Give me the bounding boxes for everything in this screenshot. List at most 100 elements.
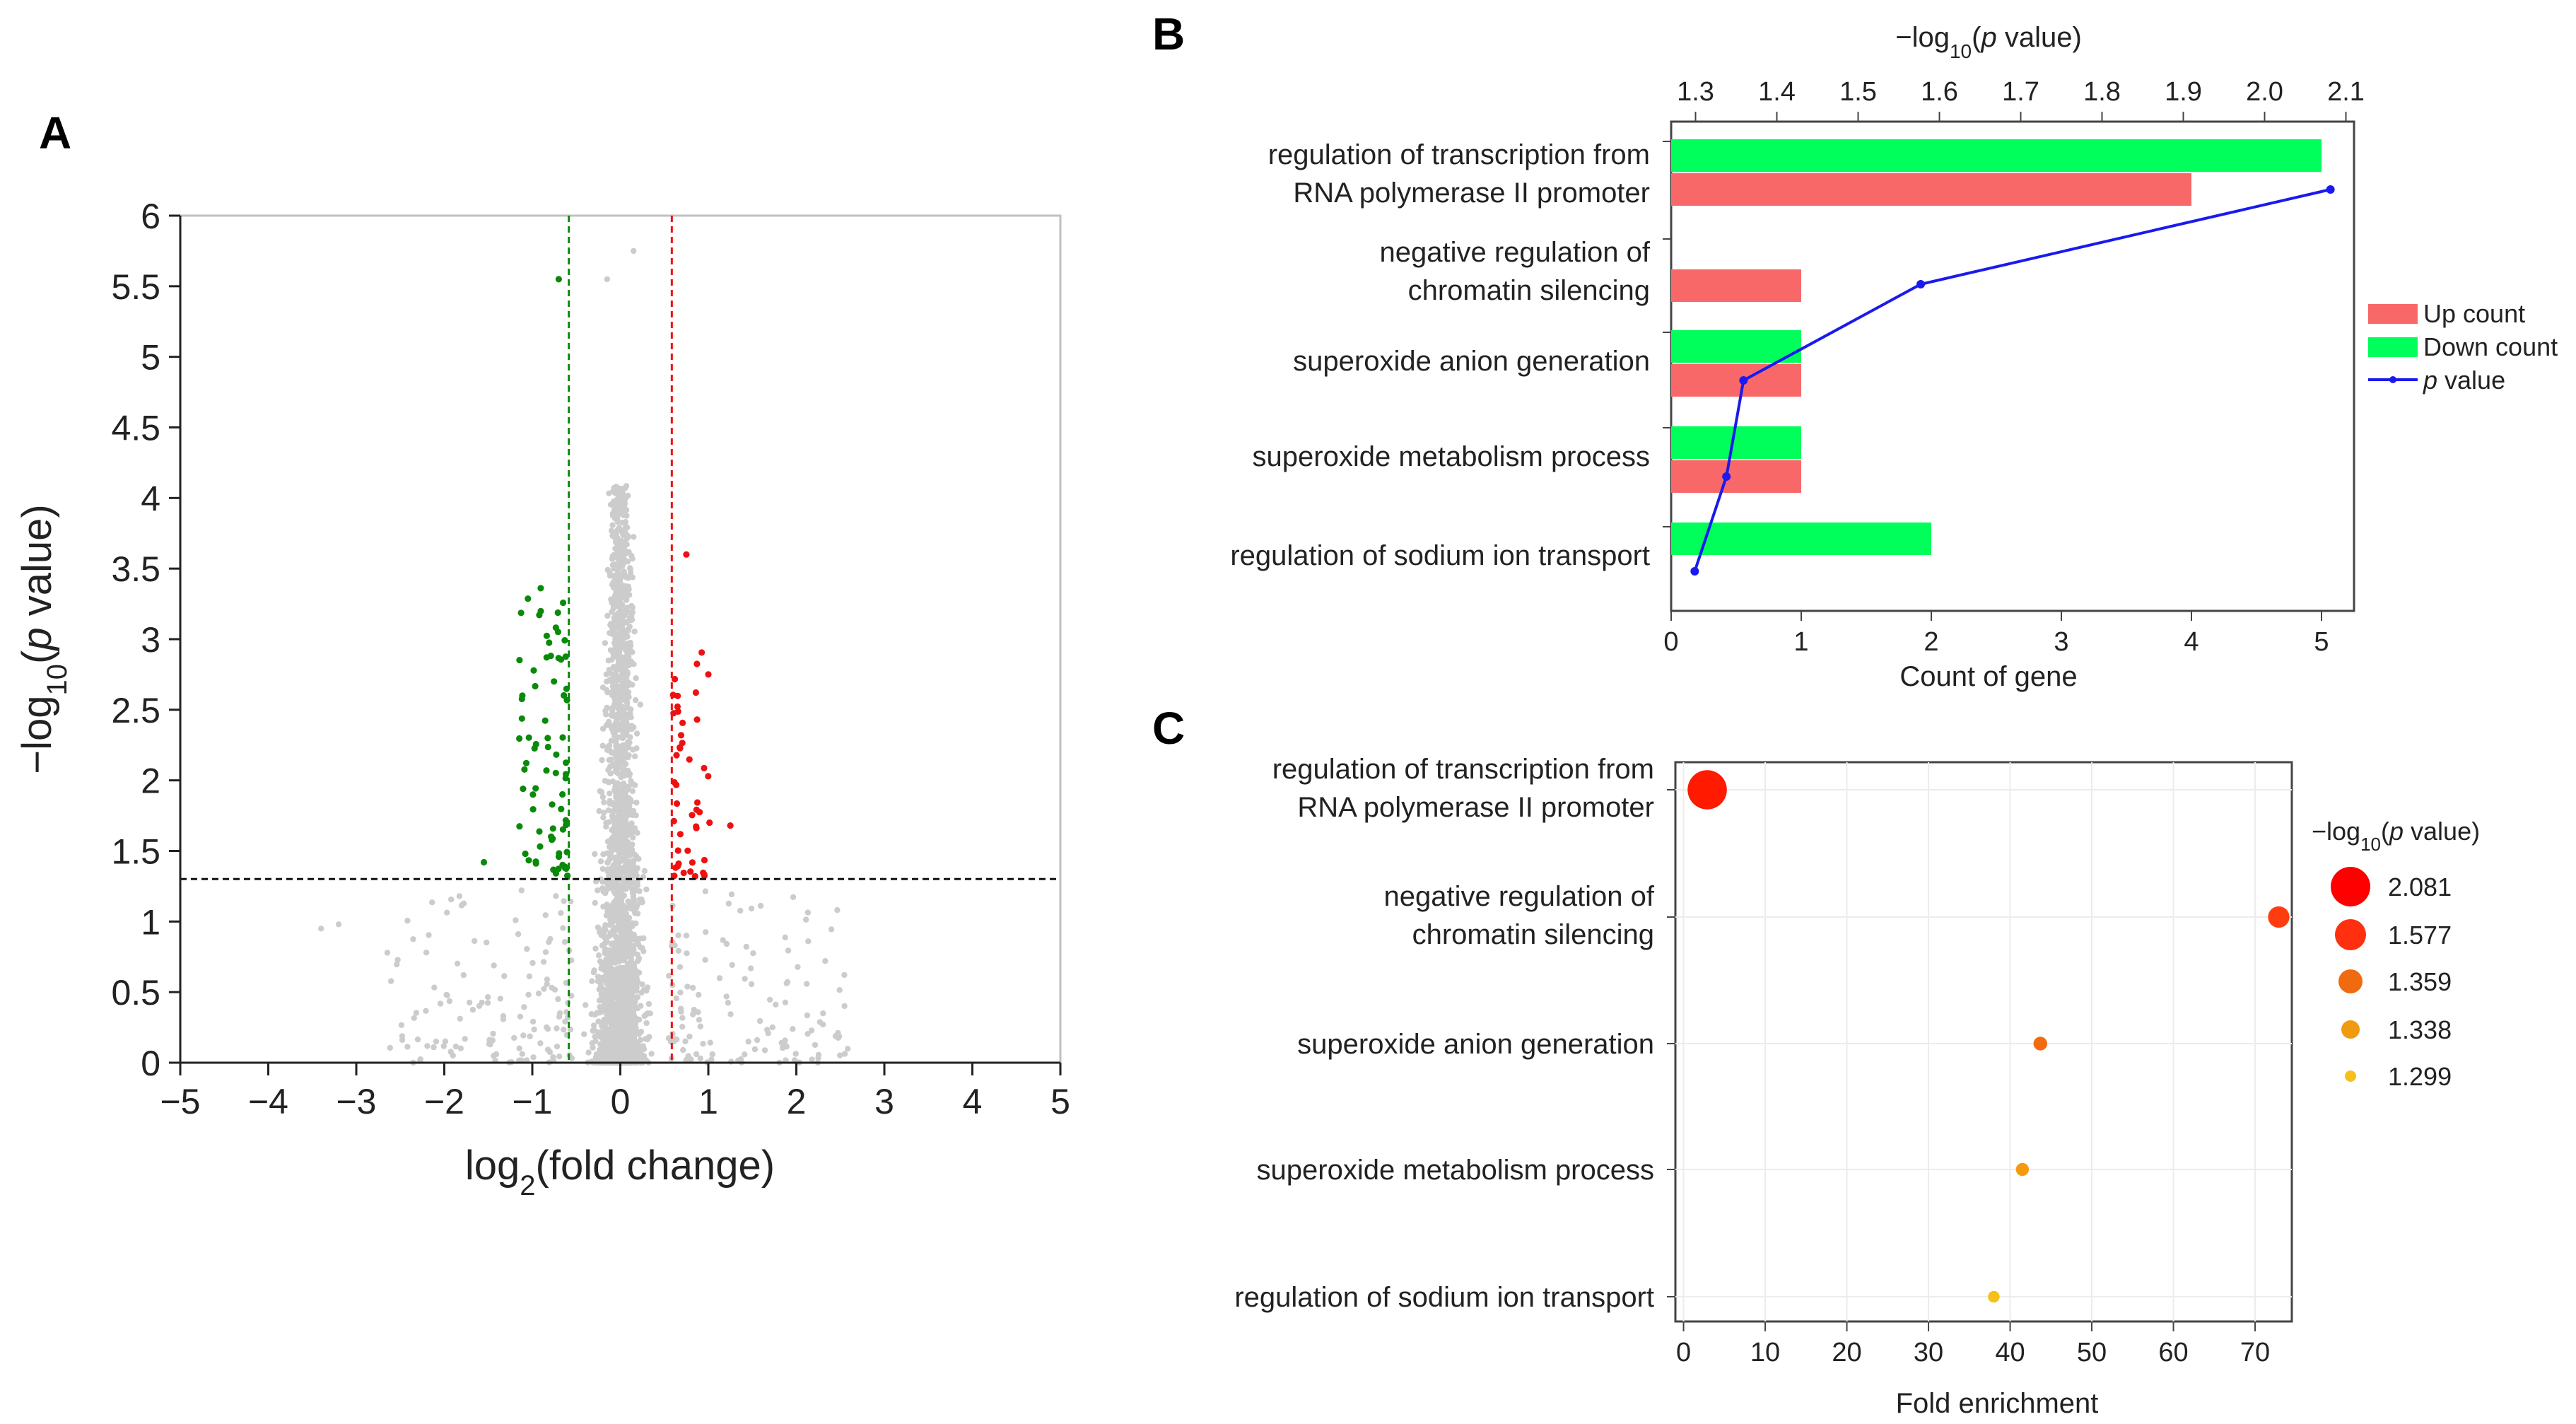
volcano-point-ns xyxy=(617,819,623,826)
volcano-point-ns xyxy=(605,881,611,887)
volcano-point-ns xyxy=(610,605,616,612)
volcano-point-ns xyxy=(629,682,636,688)
volcano-point-ns xyxy=(636,888,643,894)
volcano-point-ns xyxy=(618,1035,624,1042)
volcano-point-up xyxy=(673,752,680,759)
volcano-point-ns xyxy=(725,900,732,907)
volcano-point-ns xyxy=(621,693,628,699)
volcano-point-up xyxy=(684,847,691,854)
volcano-point-ns xyxy=(454,960,461,967)
volcano-point-ns xyxy=(625,492,631,499)
volcano-point-ns xyxy=(553,893,559,899)
volcano-point-ns xyxy=(501,973,508,979)
volcano-x-tick-label: 0 xyxy=(611,1082,631,1121)
volcano-point-ns xyxy=(630,834,636,841)
volcano-point-ns xyxy=(603,671,609,677)
volcano-point-up xyxy=(673,781,680,788)
volcano-point-ns xyxy=(622,793,629,799)
enrichment-term-label: negative regulation of xyxy=(1384,881,1655,912)
volcano-point-ns xyxy=(702,888,709,894)
volcano-point-ns xyxy=(601,810,607,816)
volcano-point-ns xyxy=(621,485,628,491)
volcano-point-ns xyxy=(633,920,639,927)
volcano-point-ns xyxy=(590,969,597,976)
volcano-point-ns xyxy=(631,825,638,831)
volcano-point-ns xyxy=(643,886,650,893)
volcano-point-ns xyxy=(607,573,614,579)
volcano-point-ns xyxy=(500,1012,507,1020)
volcano-point-ns xyxy=(541,986,547,992)
volcano-point-ns xyxy=(614,555,621,561)
volcano-point-ns xyxy=(617,1020,623,1027)
volcano-point-ns xyxy=(616,850,623,857)
volcano-point-ns xyxy=(603,1015,610,1022)
volcano-point-ns xyxy=(537,1040,544,1046)
volcano-point-down xyxy=(562,775,569,782)
bar-up-count xyxy=(1671,173,2191,206)
volcano-point-ns xyxy=(556,1054,563,1060)
enrichment-bubble xyxy=(2015,1162,2030,1177)
volcano-point-ns xyxy=(633,812,639,819)
volcano-point-ns xyxy=(790,894,797,901)
count-axis-title: Count of gene xyxy=(1899,661,2077,692)
volcano-point-ns xyxy=(621,928,628,934)
volcano-point-ns xyxy=(437,1000,444,1007)
volcano-point-ns xyxy=(529,1018,537,1025)
volcano-point-ns xyxy=(624,532,631,539)
volcano-point-ns xyxy=(804,981,810,987)
go-term-label: superoxide metabolism process xyxy=(1253,441,1650,472)
volcano-point-ns xyxy=(599,942,606,949)
volcano-point-ns xyxy=(742,1051,748,1058)
volcano-point-ns xyxy=(640,948,647,955)
volcano-point-ns xyxy=(617,846,623,852)
volcano-point-ns xyxy=(621,656,627,663)
volcano-point-ns xyxy=(633,853,640,860)
volcano-point-ns xyxy=(747,965,754,971)
volcano-point-ns xyxy=(611,899,617,906)
volcano-point-down xyxy=(541,717,549,724)
volcano-point-ns xyxy=(841,971,848,979)
volcano-point-ns xyxy=(790,1026,796,1032)
volcano-point-ns xyxy=(754,1037,761,1044)
volcano-point-ns xyxy=(637,1037,644,1044)
volcano-point-ns xyxy=(630,900,636,906)
volcano-point-ns xyxy=(604,975,611,982)
p-value-marker xyxy=(2326,185,2335,194)
volcano-point-ns xyxy=(616,505,623,511)
volcano-point-ns xyxy=(815,1055,821,1061)
bar-legend: Up count Down count p value xyxy=(2368,299,2558,395)
p-value-top-tick-label: 2.1 xyxy=(2327,77,2365,107)
volcano-point-ns xyxy=(442,1038,449,1045)
volcano-point-ns xyxy=(629,841,636,848)
volcano-point-ns xyxy=(485,994,491,1000)
volcano-point-ns xyxy=(617,574,623,580)
volcano-point-ns xyxy=(423,1008,429,1014)
volcano-point-ns xyxy=(604,860,611,866)
enrichment-x-tick-label: 50 xyxy=(2077,1338,2107,1367)
volcano-point-ns xyxy=(619,562,626,569)
volcano-point-ns xyxy=(384,950,391,956)
volcano-point-ns xyxy=(619,735,626,741)
volcano-point-down xyxy=(549,836,556,844)
volcano-point-ns xyxy=(560,925,566,931)
go-term-label: regulation of sodium ion transport xyxy=(1230,540,1650,571)
volcano-point-ns xyxy=(812,1041,819,1049)
volcano-point-ns xyxy=(619,1008,625,1015)
volcano-point-down xyxy=(559,734,566,741)
volcano-point-ns xyxy=(394,961,400,968)
volcano-point-ns xyxy=(613,945,619,951)
volcano-point-ns xyxy=(633,675,639,682)
volcano-point-ns xyxy=(607,851,614,858)
volcano-point-up xyxy=(706,819,713,827)
enrichment-x-axis-title: Fold enrichment xyxy=(1896,1388,2099,1419)
volcano-y-tick-label: 4 xyxy=(141,479,160,518)
volcano-point-ns xyxy=(457,1045,464,1051)
volcano-point-ns xyxy=(624,651,631,658)
volcano-point-ns xyxy=(611,1010,617,1017)
volcano-point-ns xyxy=(702,957,708,963)
volcano-point-ns xyxy=(590,1027,596,1034)
volcano-point-ns xyxy=(637,701,643,708)
volcano-point-ns xyxy=(592,1038,599,1044)
enrichment-legend-label: 1.299 xyxy=(2388,1062,2452,1091)
enrichment-term-label: superoxide metabolism process xyxy=(1257,1155,1654,1186)
